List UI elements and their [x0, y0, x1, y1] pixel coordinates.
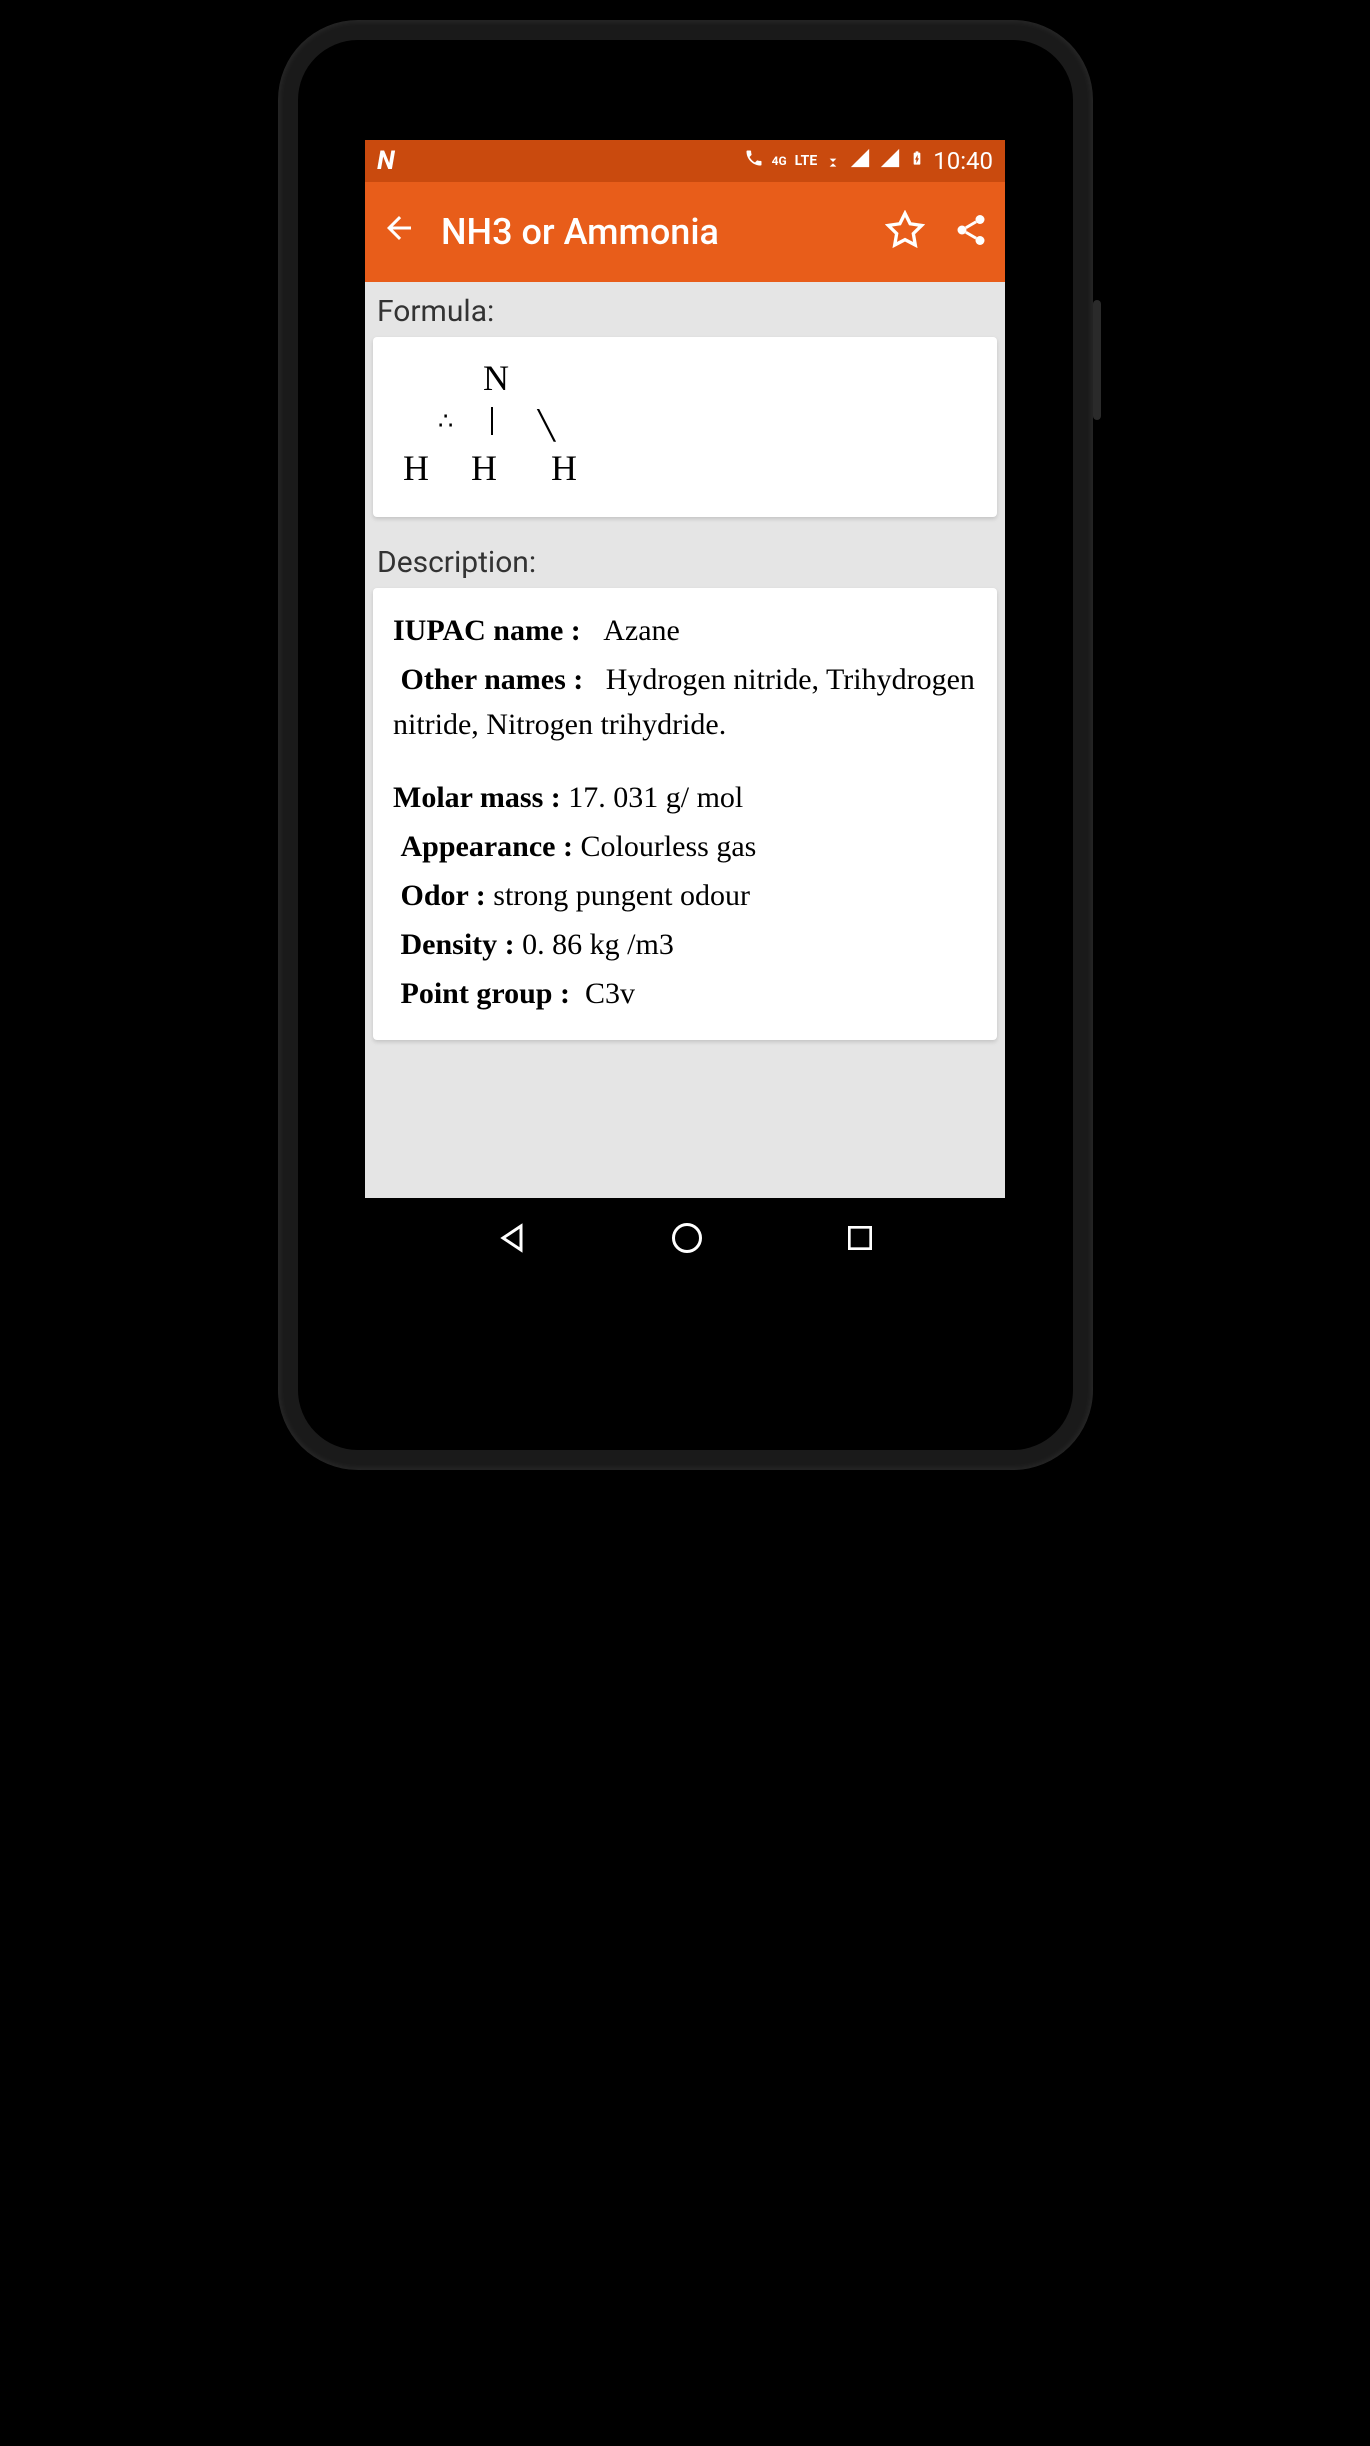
- description-text: IUPAC name : Azane Other names : Hydroge…: [393, 608, 977, 1016]
- android-n-icon: N: [377, 146, 395, 176]
- nav-back-button[interactable]: [494, 1220, 530, 1260]
- other-names-label: Other names :: [401, 663, 584, 696]
- network-4g-indicator: 4G: [772, 154, 787, 168]
- back-button[interactable]: [381, 210, 417, 255]
- network-lte-indicator: LTE: [795, 153, 818, 169]
- formula-display: N ∴ ╲ H H H: [393, 357, 977, 497]
- signal-icon-2: [879, 147, 901, 175]
- point-group-value: C3v: [585, 977, 635, 1010]
- density-value: 0. 86 kg /m3: [522, 928, 674, 961]
- bond-vertical-icon: [491, 407, 493, 435]
- phone-frame: N 4G LTE: [278, 20, 1093, 1470]
- bond-dotted-icon: ∴: [438, 407, 453, 436]
- iupac-name-value: Azane: [603, 614, 680, 647]
- app-bar: NH3 or Ammonia: [365, 182, 1005, 282]
- bond-diagonal-icon: ╲: [538, 409, 555, 443]
- screen: N 4G LTE: [365, 140, 1005, 1282]
- formula-hydrogen-2: H: [471, 447, 497, 489]
- signal-icon-1: [849, 147, 871, 175]
- battery-icon: [909, 146, 925, 176]
- favorite-button[interactable]: [885, 210, 925, 254]
- appearance-value: Colourless gas: [580, 830, 756, 863]
- odor-label: Odor :: [401, 879, 486, 912]
- status-time: 10:40: [933, 147, 993, 175]
- iupac-name-label: IUPAC name :: [393, 614, 581, 647]
- phone-side-button: [1093, 300, 1101, 420]
- phone-inner: N 4G LTE: [298, 40, 1073, 1450]
- formula-card: N ∴ ╲ H H H: [373, 337, 997, 517]
- molar-mass-label: Molar mass :: [393, 781, 561, 814]
- molar-mass-value: 17. 031 g/ mol: [568, 781, 743, 814]
- odor-value: strong pungent odour: [493, 879, 750, 912]
- point-group-label: Point group :: [401, 977, 570, 1010]
- status-right: 4G LTE: [744, 146, 993, 176]
- description-section-label: Description:: [373, 533, 997, 588]
- formula-section-label: Formula:: [373, 282, 997, 337]
- navigation-bar: [365, 1198, 1005, 1282]
- status-left: N: [377, 146, 395, 176]
- formula-nitrogen: N: [483, 357, 509, 399]
- nav-recent-button[interactable]: [844, 1222, 876, 1258]
- formula-hydrogen-3: H: [551, 447, 577, 489]
- content-area[interactable]: Formula: N ∴ ╲ H H H Description:: [365, 282, 1005, 1198]
- page-title: NH3 or Ammonia: [441, 211, 861, 253]
- status-bar: N 4G LTE: [365, 140, 1005, 182]
- appearance-label: Appearance :: [401, 830, 573, 863]
- density-label: Density :: [401, 928, 515, 961]
- nav-home-button[interactable]: [669, 1220, 705, 1260]
- app-actions: [885, 210, 989, 254]
- share-button[interactable]: [953, 212, 989, 252]
- data-arrows-icon: [825, 149, 841, 174]
- phone-icon: [744, 148, 764, 174]
- formula-hydrogen-1: H: [403, 447, 429, 489]
- description-card: IUPAC name : Azane Other names : Hydroge…: [373, 588, 997, 1040]
